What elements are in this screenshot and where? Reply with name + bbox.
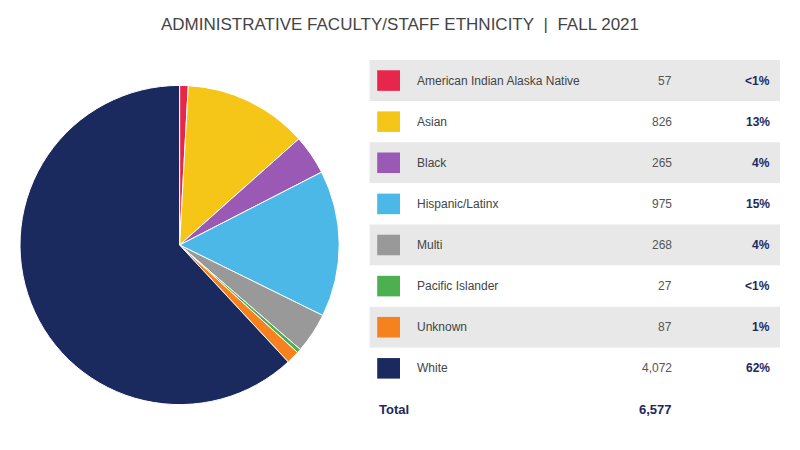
svg-text:Multi: Multi xyxy=(417,238,442,252)
svg-text:Pacific Islander: Pacific Islander xyxy=(417,279,498,293)
svg-text:13%: 13% xyxy=(746,115,770,129)
svg-text:265: 265 xyxy=(652,156,672,170)
svg-text:15%: 15% xyxy=(746,197,770,211)
svg-text:Asian: Asian xyxy=(417,115,447,129)
svg-text:4%: 4% xyxy=(752,156,770,170)
svg-text:Hispanic/Latinx: Hispanic/Latinx xyxy=(417,197,498,211)
svg-text:Unknown: Unknown xyxy=(417,320,467,334)
svg-text:268: 268 xyxy=(652,238,672,252)
svg-text:<1%: <1% xyxy=(745,74,770,88)
svg-text:4,072: 4,072 xyxy=(642,361,672,375)
svg-text:1%: 1% xyxy=(752,320,770,334)
svg-text:White: White xyxy=(417,361,448,375)
svg-text:4%: 4% xyxy=(752,238,770,252)
svg-text:6,577: 6,577 xyxy=(639,402,672,417)
svg-text:<1%: <1% xyxy=(745,279,770,293)
svg-text:27: 27 xyxy=(658,279,672,293)
svg-text:57: 57 xyxy=(658,74,672,88)
svg-text:ADMINISTRATIVE FACULTY/STAFF E: ADMINISTRATIVE FACULTY/STAFF ETHNICITY |… xyxy=(161,15,639,34)
svg-text:American Indian Alaska Native: American Indian Alaska Native xyxy=(417,74,580,88)
svg-text:826: 826 xyxy=(652,115,672,129)
svg-text:Black: Black xyxy=(417,156,447,170)
svg-text:Total: Total xyxy=(379,402,409,417)
svg-text:87: 87 xyxy=(658,320,672,334)
svg-text:62%: 62% xyxy=(746,361,770,375)
svg-text:975: 975 xyxy=(652,197,672,211)
